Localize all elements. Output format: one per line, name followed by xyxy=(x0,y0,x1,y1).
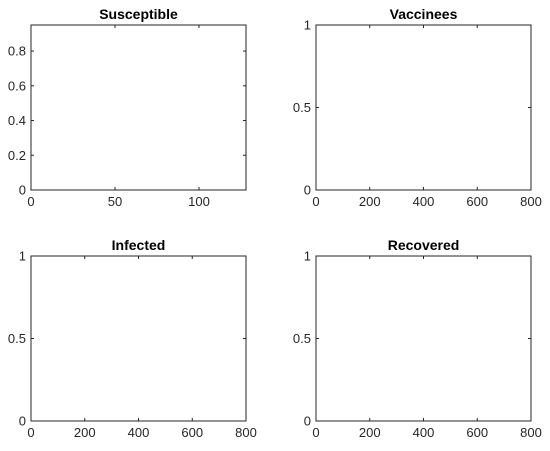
axes-frame xyxy=(30,255,247,422)
chart-panel: 0 200 400 600 800 0 0.5 1 Infected xyxy=(8,237,257,440)
chart-title: Infected xyxy=(112,237,166,253)
x-tick-label: 0 xyxy=(27,425,34,440)
axes-frame xyxy=(30,24,247,191)
y-tick-label: 0 xyxy=(19,183,26,198)
y-tick-label: 1 xyxy=(304,18,311,33)
y-tick-label: 0 xyxy=(304,414,311,429)
x-tick-label: 400 xyxy=(413,194,435,209)
y-tick-label: 1 xyxy=(19,249,26,264)
x-tick-label: 0 xyxy=(312,425,319,440)
x-tick-label: 400 xyxy=(128,425,150,440)
x-tick-label: 0 xyxy=(312,194,319,209)
chart-panel: 0 200 400 600 800 0 0.5 1 Vaccinees xyxy=(293,6,542,209)
x-tick-label: 200 xyxy=(359,425,381,440)
chart-title: Recovered xyxy=(388,237,460,253)
x-tick-label: 50 xyxy=(108,194,122,209)
x-tick-label: 200 xyxy=(74,425,96,440)
chart-title: Susceptible xyxy=(99,6,178,22)
y-tick-label: 0.8 xyxy=(8,44,26,59)
x-tick-label: 800 xyxy=(235,425,257,440)
x-tick-label: 100 xyxy=(188,194,210,209)
y-tick-label: 0.2 xyxy=(8,148,26,163)
x-tick-label: 600 xyxy=(466,425,488,440)
y-tick-label: 0 xyxy=(304,183,311,198)
axes-frame xyxy=(315,255,532,422)
chart-panel: 0 50 100 0 0.2 0.4 0.6 0.8 Susceptible xyxy=(8,6,247,209)
y-tick-label: 0.4 xyxy=(8,113,26,128)
y-tick-label: 1 xyxy=(304,249,311,264)
x-tick-label: 800 xyxy=(520,425,542,440)
y-tick-label: 0 xyxy=(19,414,26,429)
x-tick-label: 0 xyxy=(27,194,34,209)
x-tick-label: 600 xyxy=(181,425,203,440)
chart-title: Vaccinees xyxy=(390,6,458,22)
y-tick-label: 0.5 xyxy=(8,331,26,346)
x-tick-label: 600 xyxy=(466,194,488,209)
y-tick-label: 0.5 xyxy=(293,100,311,115)
y-tick-label: 0.5 xyxy=(293,331,311,346)
chart-panel: 0 200 400 600 800 0 0.5 1 Recovered xyxy=(293,237,542,440)
x-tick-label: 400 xyxy=(413,425,435,440)
x-tick-label: 200 xyxy=(359,194,381,209)
y-tick-label: 0.6 xyxy=(8,78,26,93)
x-tick-label: 800 xyxy=(520,194,542,209)
axes-frame xyxy=(315,24,532,191)
